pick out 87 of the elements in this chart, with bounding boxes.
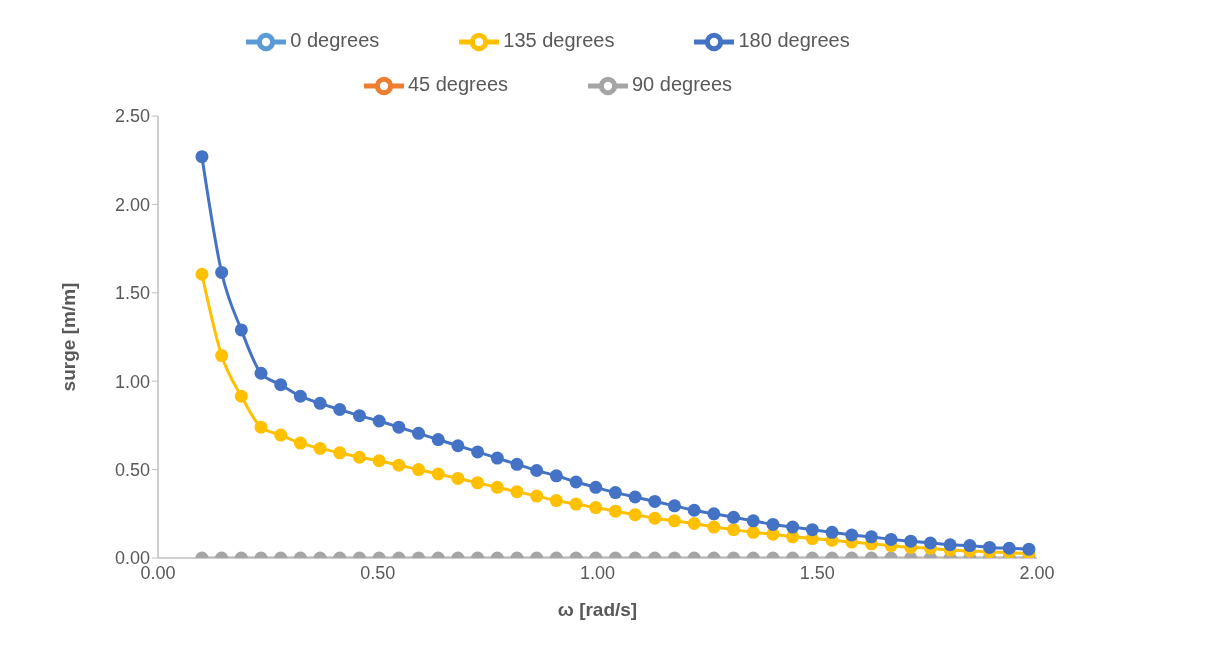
point (372, 414, 386, 428)
point (372, 454, 386, 468)
legend-label: 0 degrees (290, 29, 380, 51)
point (648, 494, 662, 508)
point (254, 366, 268, 380)
point (510, 485, 524, 499)
point (687, 517, 701, 531)
point (668, 499, 681, 513)
point (668, 514, 681, 528)
point (254, 420, 268, 434)
x-tick-label: 2.00 (1019, 562, 1055, 583)
point (352, 450, 366, 464)
point (293, 389, 307, 403)
point (608, 504, 622, 518)
point (234, 323, 248, 337)
point (707, 520, 721, 534)
point (884, 532, 898, 546)
point (313, 396, 327, 410)
point (628, 508, 642, 522)
legend-label: 180 degrees (738, 29, 850, 51)
y-tick-label: 1.00 (114, 371, 150, 392)
point (766, 517, 780, 531)
point (215, 349, 229, 363)
y-axis-title: surge [m/m] (57, 282, 79, 392)
point (530, 463, 544, 477)
legend-label: 135 degrees (503, 29, 615, 51)
point (589, 480, 603, 494)
point (195, 150, 209, 164)
point (195, 267, 209, 281)
point (352, 409, 366, 423)
point (530, 489, 544, 503)
point (648, 511, 662, 525)
point (333, 446, 347, 460)
point (845, 528, 859, 542)
y-tick-label: 1.50 (114, 283, 150, 304)
point (983, 540, 997, 554)
point (923, 536, 937, 550)
x-axis-title: ω [rad/s] (557, 599, 638, 620)
point (471, 445, 485, 459)
point (431, 467, 445, 481)
point (746, 514, 760, 528)
point (589, 501, 603, 515)
point (628, 490, 642, 504)
point (274, 378, 288, 392)
y-tick-label: 2.50 (114, 106, 150, 127)
point (412, 463, 426, 477)
point (569, 475, 583, 489)
point (490, 480, 504, 494)
point (234, 389, 248, 403)
point (510, 457, 524, 471)
point (451, 471, 465, 485)
point (471, 476, 485, 490)
point (904, 534, 918, 548)
point (825, 525, 839, 539)
point (707, 507, 721, 521)
point (549, 494, 563, 508)
point (490, 451, 504, 465)
point (786, 520, 800, 534)
point (943, 538, 957, 552)
point (215, 265, 229, 279)
point (333, 402, 347, 416)
point (313, 441, 327, 455)
point (293, 436, 307, 450)
point (746, 525, 760, 539)
point (392, 458, 406, 472)
y-tick-label: 2.00 (114, 194, 150, 215)
point (864, 530, 878, 544)
point (608, 486, 622, 500)
point (431, 433, 445, 447)
x-tick-label: 1.00 (579, 562, 616, 583)
point (687, 503, 701, 517)
point (1022, 542, 1036, 556)
legend-label: 90 degrees (632, 73, 733, 95)
x-tick-label: 0.50 (360, 562, 396, 583)
legend-label: 45 degrees (407, 73, 508, 95)
point (392, 420, 406, 434)
x-tick-label: 1.50 (799, 562, 835, 583)
y-tick-label: 0.50 (114, 459, 150, 480)
point (805, 523, 819, 537)
point (274, 428, 288, 442)
point (963, 539, 977, 553)
point (727, 523, 741, 537)
point (412, 426, 426, 440)
point (549, 469, 563, 483)
point (727, 510, 741, 524)
point (451, 439, 465, 453)
point (569, 497, 583, 511)
